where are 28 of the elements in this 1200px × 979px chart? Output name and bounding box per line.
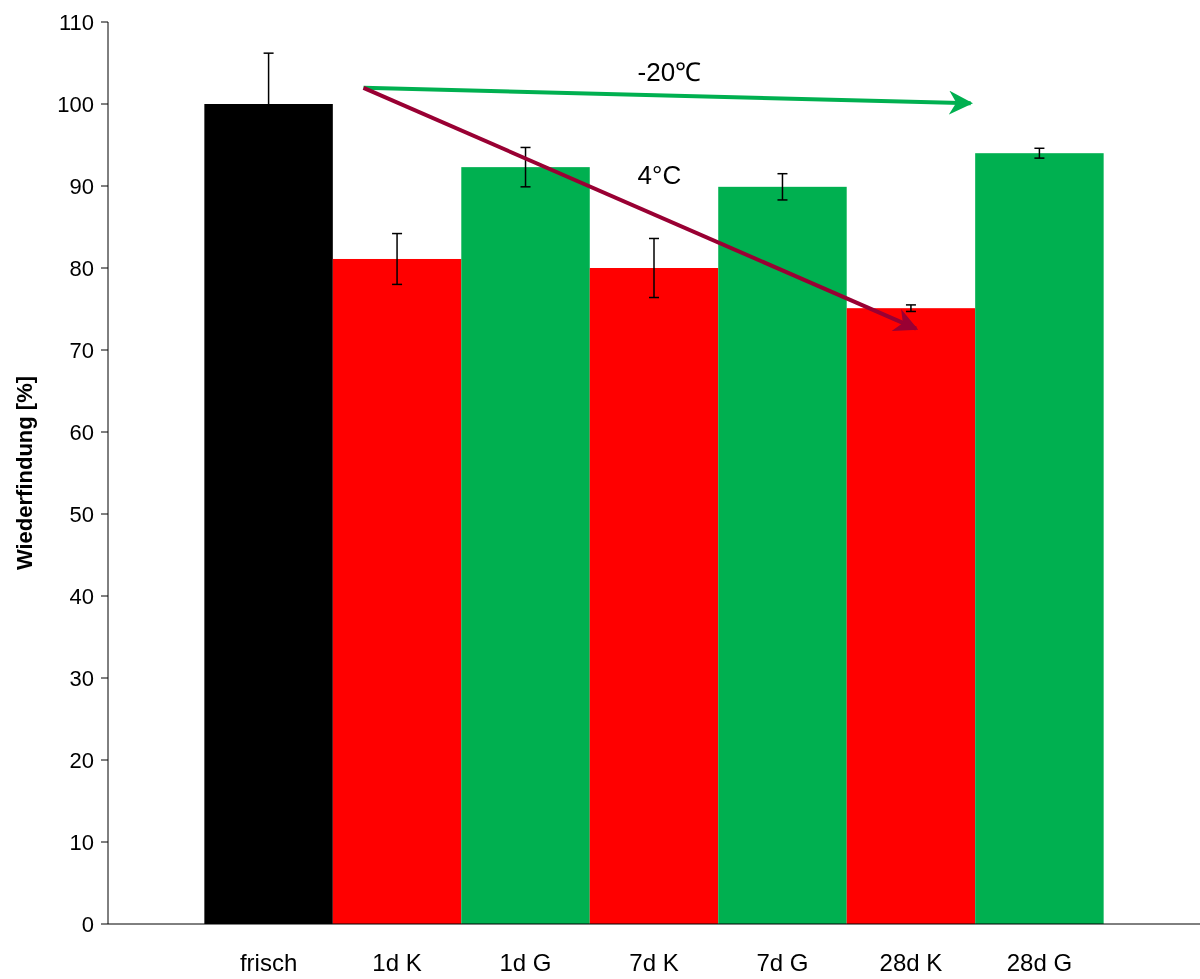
bar	[846, 308, 976, 924]
x-tick-label: 28d G	[1006, 949, 1073, 976]
annotation: 4°C	[637, 160, 682, 191]
y-tick-label: 10	[69, 829, 94, 855]
x-tick-label: 28d K	[879, 949, 943, 976]
y-tick-label: 90	[69, 173, 94, 199]
y-tick-label: 100	[57, 91, 94, 117]
x-tick-label: frisch	[239, 949, 298, 976]
bar	[461, 167, 590, 924]
y-tick-label: 0	[81, 911, 94, 937]
y-axis-title: Wiederfindung [%]	[12, 375, 37, 571]
y-tick-label: 40	[69, 583, 94, 609]
y-tick-label: 50	[69, 501, 94, 527]
bar	[332, 258, 462, 924]
annotation: -20℃	[637, 56, 702, 87]
y-tick-label: 30	[69, 665, 94, 691]
x-tick-label: 7d K	[629, 949, 679, 976]
x-tick-label: 1d K	[372, 949, 422, 976]
bar	[589, 268, 719, 924]
y-tick-label: 80	[69, 255, 94, 281]
y-tick-label: 20	[69, 747, 94, 773]
bar	[718, 186, 847, 924]
y-tick-label: 70	[69, 337, 94, 363]
x-tick-label: 1d G	[499, 949, 552, 976]
y-tick-label: 110	[58, 9, 94, 35]
x-tick-label: 7d G	[756, 949, 809, 976]
y-tick-label: 60	[69, 419, 94, 445]
bar	[975, 153, 1104, 924]
